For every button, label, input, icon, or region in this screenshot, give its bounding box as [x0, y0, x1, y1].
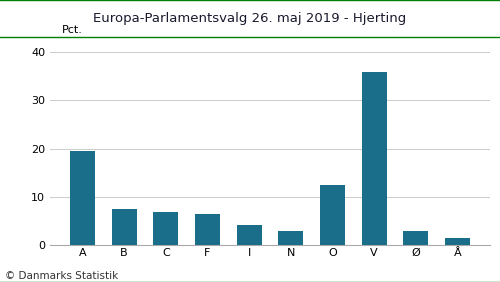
Text: © Danmarks Statistik: © Danmarks Statistik: [5, 271, 118, 281]
Bar: [154, 212, 178, 245]
Bar: [70, 151, 95, 245]
Bar: [112, 209, 136, 245]
Bar: [195, 214, 220, 245]
Bar: [445, 238, 470, 245]
Text: Pct.: Pct.: [62, 25, 82, 35]
Bar: [404, 231, 428, 245]
Bar: [278, 231, 303, 245]
Bar: [362, 72, 386, 245]
Bar: [320, 185, 345, 245]
Text: Europa-Parlamentsvalg 26. maj 2019 - Hjerting: Europa-Parlamentsvalg 26. maj 2019 - Hje…: [94, 12, 406, 25]
Bar: [236, 225, 262, 245]
